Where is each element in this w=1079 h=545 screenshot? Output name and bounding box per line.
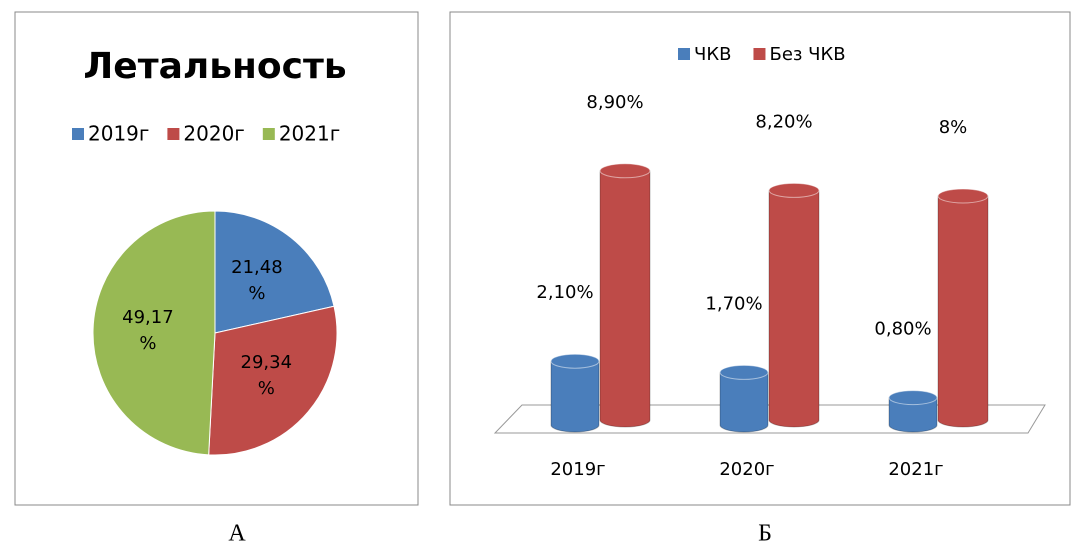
pie-slice (214, 210, 335, 334)
cylinder-body (719, 371, 769, 433)
data-label: 29,34 % (240, 352, 293, 400)
cylinder (599, 163, 651, 428)
cylinder-body (768, 189, 820, 428)
x-tick-label: 2019г (550, 459, 605, 480)
chart-title: Летальность (83, 46, 346, 87)
legend-label: Без ЧКВ (769, 44, 845, 65)
legend-label: 2021г (279, 122, 340, 146)
data-label: 21,48 % (231, 256, 283, 304)
cylinder-top (550, 353, 600, 369)
data-label: 8,20% (755, 111, 812, 132)
data-label: 49,17 % (122, 307, 174, 355)
pie-slice (92, 210, 216, 456)
cylinder-top (719, 364, 769, 380)
legend-swatch (167, 128, 180, 140)
legend-label: 2019г (88, 122, 149, 146)
cylinder-body (888, 397, 938, 433)
pie-slice (208, 305, 338, 456)
legend-label: 2020г (183, 122, 244, 146)
data-label: 1,70% (705, 293, 762, 314)
data-label: 0,80% (874, 319, 931, 340)
cylinder-top (888, 390, 938, 406)
cylinder (550, 353, 600, 433)
cylinder-top (599, 163, 651, 179)
cylinder (937, 188, 989, 428)
cylinder-top (937, 188, 989, 204)
caption: А (228, 521, 246, 545)
cylinder (719, 364, 769, 433)
legend-swatch (678, 48, 690, 60)
x-tick-label: 2020г (719, 459, 774, 480)
legend-swatch (262, 128, 275, 140)
legend-label: ЧКВ (694, 44, 731, 65)
legend-swatch (72, 128, 84, 140)
cylinder-top (768, 182, 820, 198)
data-label: 2,10% (536, 282, 593, 303)
legend-swatch (753, 48, 766, 60)
cylinder (768, 182, 820, 428)
x-tick-label: 2021г (888, 459, 943, 480)
cylinder-body (550, 360, 600, 433)
cylinder-body (937, 195, 989, 428)
data-label: 8% (939, 117, 968, 138)
cylinder-body (599, 170, 651, 428)
data-label: 8,90% (586, 92, 643, 113)
caption: Б (758, 521, 772, 545)
cylinder (888, 390, 938, 433)
